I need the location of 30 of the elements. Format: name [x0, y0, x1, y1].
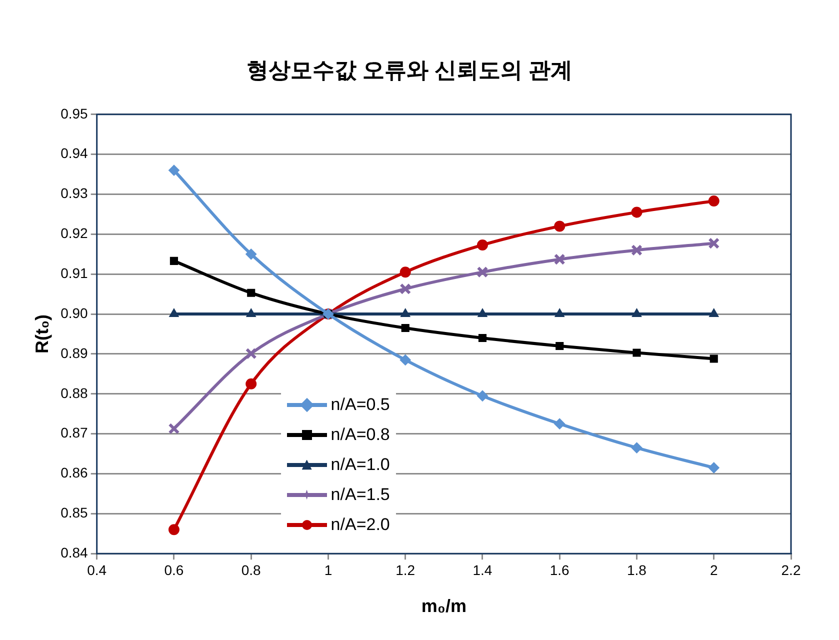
x-tick-label: 0.4 [87, 562, 107, 578]
legend-label: n/A=2.0 [330, 514, 390, 535]
x-tick-label: 2 [710, 562, 718, 578]
x-tick-label: 1.6 [550, 562, 570, 578]
x-tick-label: 1.4 [472, 562, 492, 578]
y-tick-label: 0.85 [60, 504, 88, 521]
chart-title: 형상모수값 오류와 신뢰도의 관계 [246, 57, 573, 82]
legend-label: n/A=1.5 [330, 484, 390, 505]
y-tick-label: 0.89 [60, 344, 88, 361]
y-tick-label: 0.87 [60, 424, 88, 441]
y-tick-label: 0.94 [60, 145, 88, 162]
legend-label: n/A=0.5 [330, 394, 390, 415]
y-tick-label: 0.88 [60, 384, 88, 401]
y-axis-title: R(t₀) [32, 314, 52, 354]
x-tick-label: 1.8 [627, 562, 647, 578]
y-tick-label: 0.90 [60, 304, 88, 321]
x-tick-label: 2.2 [781, 562, 801, 578]
x-tick-label: 0.8 [241, 562, 262, 578]
y-tick-label: 0.93 [60, 185, 88, 202]
x-axis-title: m₀/m [421, 596, 466, 616]
x-tick-label: 1 [324, 562, 332, 578]
x-tick-label: 1.2 [396, 562, 416, 578]
y-tick-label: 0.84 [60, 544, 88, 560]
legend-label: n/A=0.8 [330, 424, 390, 445]
y-tick-label: 0.92 [60, 225, 88, 242]
legend-label: n/A=1.0 [330, 454, 390, 475]
y-tick-label: 0.91 [60, 264, 88, 281]
x-tick-label: 0.6 [164, 562, 184, 578]
y-tick-label: 0.95 [60, 105, 88, 122]
y-tick-label: 0.86 [60, 464, 88, 481]
